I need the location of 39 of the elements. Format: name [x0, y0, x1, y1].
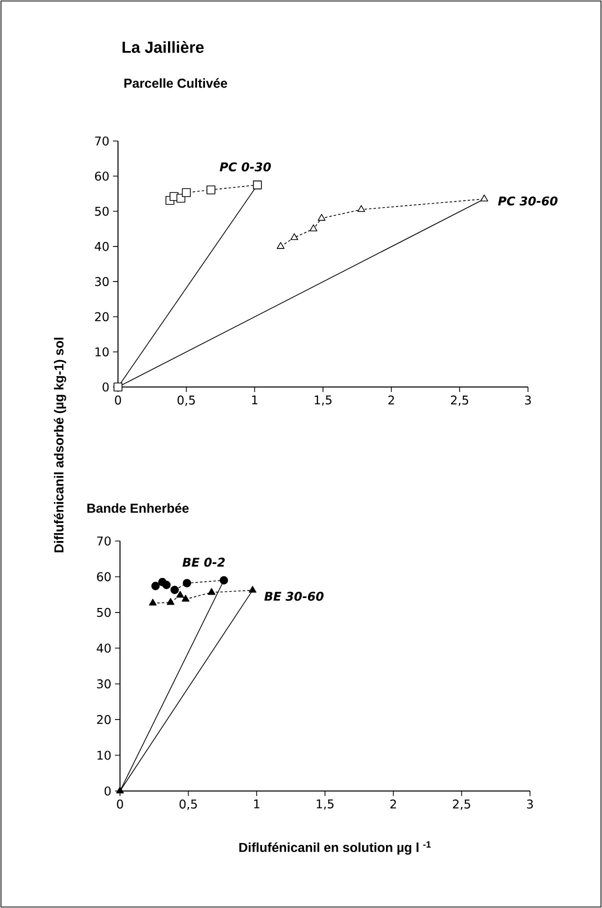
x-tick-label: 2,5 — [450, 396, 468, 406]
chart-subtitle: Parcelle Cultivée — [124, 78, 228, 88]
x-tick-label: 2 — [390, 800, 396, 808]
y-tick-label: 0 — [102, 382, 109, 392]
x-tick-label: 1 — [252, 396, 258, 404]
y-tick-label: 60 — [97, 572, 111, 582]
x-tick-label: 0,5 — [180, 800, 197, 810]
x-tick-label: 1,5 — [316, 800, 334, 810]
x-tick-label: 3 — [527, 800, 533, 809]
y-tick-label: 40 — [94, 242, 109, 251]
y-tick-label: 50 — [95, 206, 109, 216]
y-tick-label: 10 — [96, 347, 109, 356]
y-tick-label: 60 — [95, 172, 109, 181]
series-label: PC 0-30 — [220, 162, 271, 172]
y-tick-label: 30 — [97, 679, 111, 688]
series-label: BE 0-2 — [182, 558, 225, 567]
x-tick-label: 3 — [525, 396, 531, 405]
y-tick-label: 0 — [104, 786, 111, 796]
x-tick-label: 0 — [116, 800, 124, 809]
x-tick-label: 1,5 — [314, 396, 332, 406]
x-axis-title: Diflufénicanil en solution µg l $^{-1}$ — [239, 841, 431, 855]
x-tick-label: 1 — [254, 800, 260, 808]
chart-title: Bande Enherbée — [87, 503, 189, 513]
y-tick-label: 20 — [95, 312, 109, 322]
y-tick-label: 30 — [95, 277, 109, 286]
x-tick-label: 0,5 — [178, 396, 195, 406]
series-label: PC 30-60 — [498, 196, 558, 206]
y-tick-label: 70 — [95, 136, 109, 146]
x-tick-label: 2 — [388, 396, 394, 404]
y-tick-label: 10 — [98, 750, 111, 760]
x-tick-label: 0 — [114, 396, 122, 405]
y-tick-label: 40 — [96, 644, 111, 653]
y-axis-title: Diflufénicanil adsorbé (µg kg-1) sol — [54, 338, 66, 552]
chart-title: La Jaillière — [122, 41, 204, 53]
series-label: BE 30-60 — [264, 592, 324, 601]
y-tick-label: 20 — [97, 715, 111, 724]
y-tick-label: 50 — [97, 608, 111, 617]
x-tick-label: 2,5 — [452, 800, 470, 810]
y-tick-label: 70 — [97, 536, 111, 546]
